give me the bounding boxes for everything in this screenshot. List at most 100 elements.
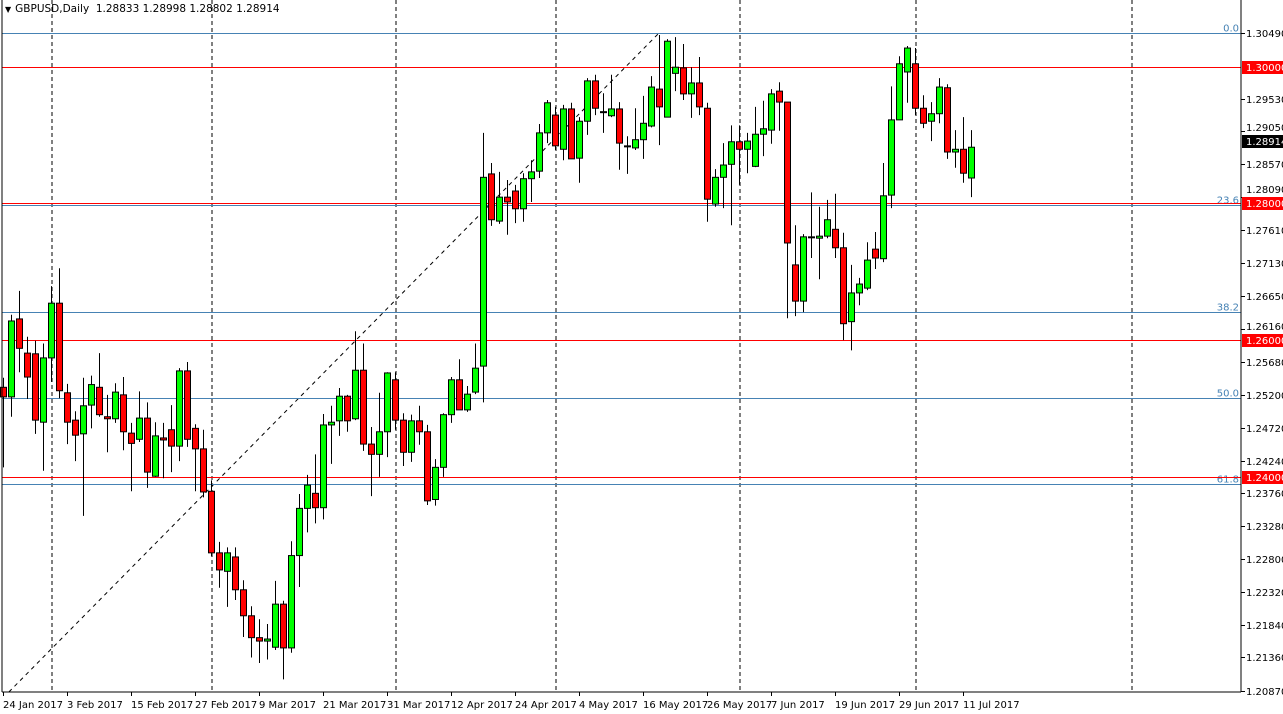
bearish-candle	[504, 196, 511, 203]
bullish-candle	[304, 484, 311, 509]
bearish-candle	[920, 107, 927, 124]
bearish-candle	[360, 369, 367, 445]
bullish-candle	[528, 171, 535, 180]
bearish-candle	[168, 429, 175, 447]
bullish-candle	[608, 108, 615, 117]
bullish-candle	[472, 367, 479, 393]
bearish-candle	[56, 302, 63, 392]
bullish-candle	[896, 63, 903, 121]
bullish-candle	[40, 357, 47, 423]
bullish-candle	[536, 132, 543, 172]
price-tick-label: 1.28570	[1246, 160, 1283, 171]
bearish-candle	[704, 107, 711, 200]
bullish-candle	[848, 292, 855, 323]
bullish-candle	[448, 379, 455, 416]
price-tick-label: 1.24240	[1246, 457, 1283, 468]
bullish-candle	[48, 302, 55, 359]
bearish-candle	[64, 392, 71, 423]
time-tick-label: 24 Jan 2017	[3, 700, 63, 711]
bearish-candle	[72, 419, 79, 436]
time-tick-label: 11 Jul 2017	[963, 700, 1020, 711]
bullish-candle	[904, 47, 911, 73]
time-tick-label: 4 May 2017	[579, 700, 638, 711]
bullish-candle	[384, 372, 391, 433]
price-tick-label: 1.25200	[1246, 391, 1283, 402]
bearish-candle	[600, 111, 607, 114]
fibonacci-level-label: 38.2	[1217, 303, 1239, 314]
bullish-candle	[640, 122, 647, 141]
current-price-label: 1.28914	[1246, 137, 1283, 148]
bullish-candle	[440, 414, 447, 468]
bullish-candle	[800, 236, 807, 302]
price-tick-label: 1.29530	[1246, 95, 1283, 106]
bearish-candle	[624, 145, 631, 148]
bullish-candle	[8, 320, 15, 398]
bullish-candle	[288, 555, 295, 649]
bullish-candle	[520, 178, 527, 210]
bullish-candle	[768, 93, 775, 131]
bearish-candle	[392, 379, 399, 421]
bullish-candle	[544, 102, 551, 134]
bullish-candle	[176, 370, 183, 447]
bearish-candle	[24, 352, 31, 378]
bearish-candle	[184, 370, 191, 440]
bullish-candle	[672, 66, 679, 74]
bullish-candle	[752, 133, 759, 167]
price-tick-label: 1.25680	[1246, 358, 1283, 369]
bullish-candle	[888, 119, 895, 196]
bearish-candle	[872, 248, 879, 259]
bullish-candle	[136, 417, 143, 440]
bullish-candle	[328, 421, 335, 426]
bullish-candle	[824, 219, 831, 237]
bullish-candle	[728, 141, 735, 165]
bullish-candle	[880, 195, 887, 260]
price-tick-label: 1.23760	[1246, 489, 1283, 500]
price-tick-label: 1.22800	[1246, 555, 1283, 566]
bearish-candle	[960, 148, 967, 174]
bearish-candle	[400, 419, 407, 453]
bearish-candle	[784, 101, 791, 244]
price-tick-label: 1.26160	[1246, 322, 1283, 333]
price-tick-label: 1.21360	[1246, 653, 1283, 664]
price-tick-label: 1.27610	[1246, 226, 1283, 237]
bearish-candle	[656, 88, 663, 108]
bullish-candle	[648, 86, 655, 127]
bullish-candle	[744, 140, 751, 150]
price-tick-label: 1.21840	[1246, 621, 1283, 632]
bearish-candle	[776, 90, 783, 103]
bearish-candle	[32, 353, 39, 421]
bullish-candle	[576, 120, 583, 159]
bullish-candle	[864, 259, 871, 289]
time-tick-label: 15 Feb 2017	[131, 700, 193, 711]
time-tick-label: 19 Jun 2017	[835, 700, 895, 711]
level-price-label-bg	[1242, 61, 1283, 74]
bearish-candle	[792, 264, 799, 302]
bearish-candle	[944, 87, 951, 153]
triangle-down-icon[interactable]: ▼	[5, 5, 12, 14]
price-tick-label: 1.26650	[1246, 292, 1283, 303]
price-tick-label: 1.27130	[1246, 259, 1283, 270]
bullish-candle	[560, 108, 567, 150]
bearish-candle	[568, 108, 575, 160]
bearish-candle	[192, 427, 199, 450]
bearish-candle	[256, 637, 263, 642]
time-tick-label: 3 Feb 2017	[67, 700, 123, 711]
bullish-candle	[432, 466, 439, 500]
level-price-label-bg	[1242, 334, 1283, 347]
bullish-candle	[760, 128, 767, 135]
level-price-label-bg	[1242, 197, 1283, 210]
fibonacci-level-label: 50.0	[1217, 389, 1239, 400]
time-tick-label: 26 May 2017	[707, 700, 772, 711]
bullish-candle	[376, 431, 383, 455]
bullish-candle	[80, 405, 87, 435]
bearish-candle	[808, 236, 815, 239]
bearish-candle	[912, 63, 919, 109]
bearish-candle	[248, 615, 255, 639]
bearish-candle	[736, 141, 743, 150]
bearish-candle	[104, 416, 111, 420]
symbol-timeframe: GBPUSD,Daily	[15, 3, 90, 15]
bearish-candle	[232, 556, 239, 591]
time-tick-label: 29 Jun 2017	[899, 700, 959, 711]
bullish-candle	[968, 146, 975, 179]
